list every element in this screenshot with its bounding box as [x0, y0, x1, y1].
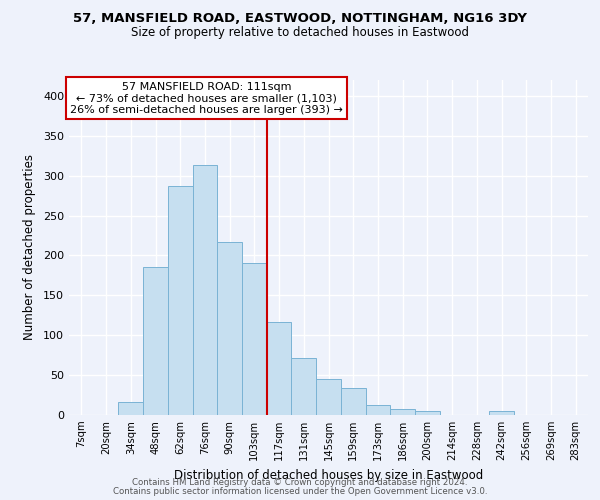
X-axis label: Distribution of detached houses by size in Eastwood: Distribution of detached houses by size …	[174, 468, 483, 481]
Bar	[489, 411, 514, 415]
Text: 57 MANSFIELD ROAD: 111sqm
← 73% of detached houses are smaller (1,103)
26% of se: 57 MANSFIELD ROAD: 111sqm ← 73% of detac…	[70, 82, 343, 115]
Bar	[118, 402, 143, 415]
Bar	[193, 164, 217, 415]
Bar	[341, 388, 365, 415]
Bar	[168, 186, 193, 415]
Text: Contains public sector information licensed under the Open Government Licence v3: Contains public sector information licen…	[113, 487, 487, 496]
Bar	[292, 358, 316, 415]
Bar	[365, 406, 390, 415]
Bar	[316, 379, 341, 415]
Bar	[242, 262, 267, 415]
Text: Contains HM Land Registry data © Crown copyright and database right 2024.: Contains HM Land Registry data © Crown c…	[132, 478, 468, 487]
Text: 57, MANSFIELD ROAD, EASTWOOD, NOTTINGHAM, NG16 3DY: 57, MANSFIELD ROAD, EASTWOOD, NOTTINGHAM…	[73, 12, 527, 26]
Bar	[415, 411, 440, 415]
Bar	[267, 322, 292, 415]
Y-axis label: Number of detached properties: Number of detached properties	[23, 154, 36, 340]
Bar	[217, 242, 242, 415]
Bar	[143, 268, 168, 415]
Text: Size of property relative to detached houses in Eastwood: Size of property relative to detached ho…	[131, 26, 469, 39]
Bar	[390, 410, 415, 415]
